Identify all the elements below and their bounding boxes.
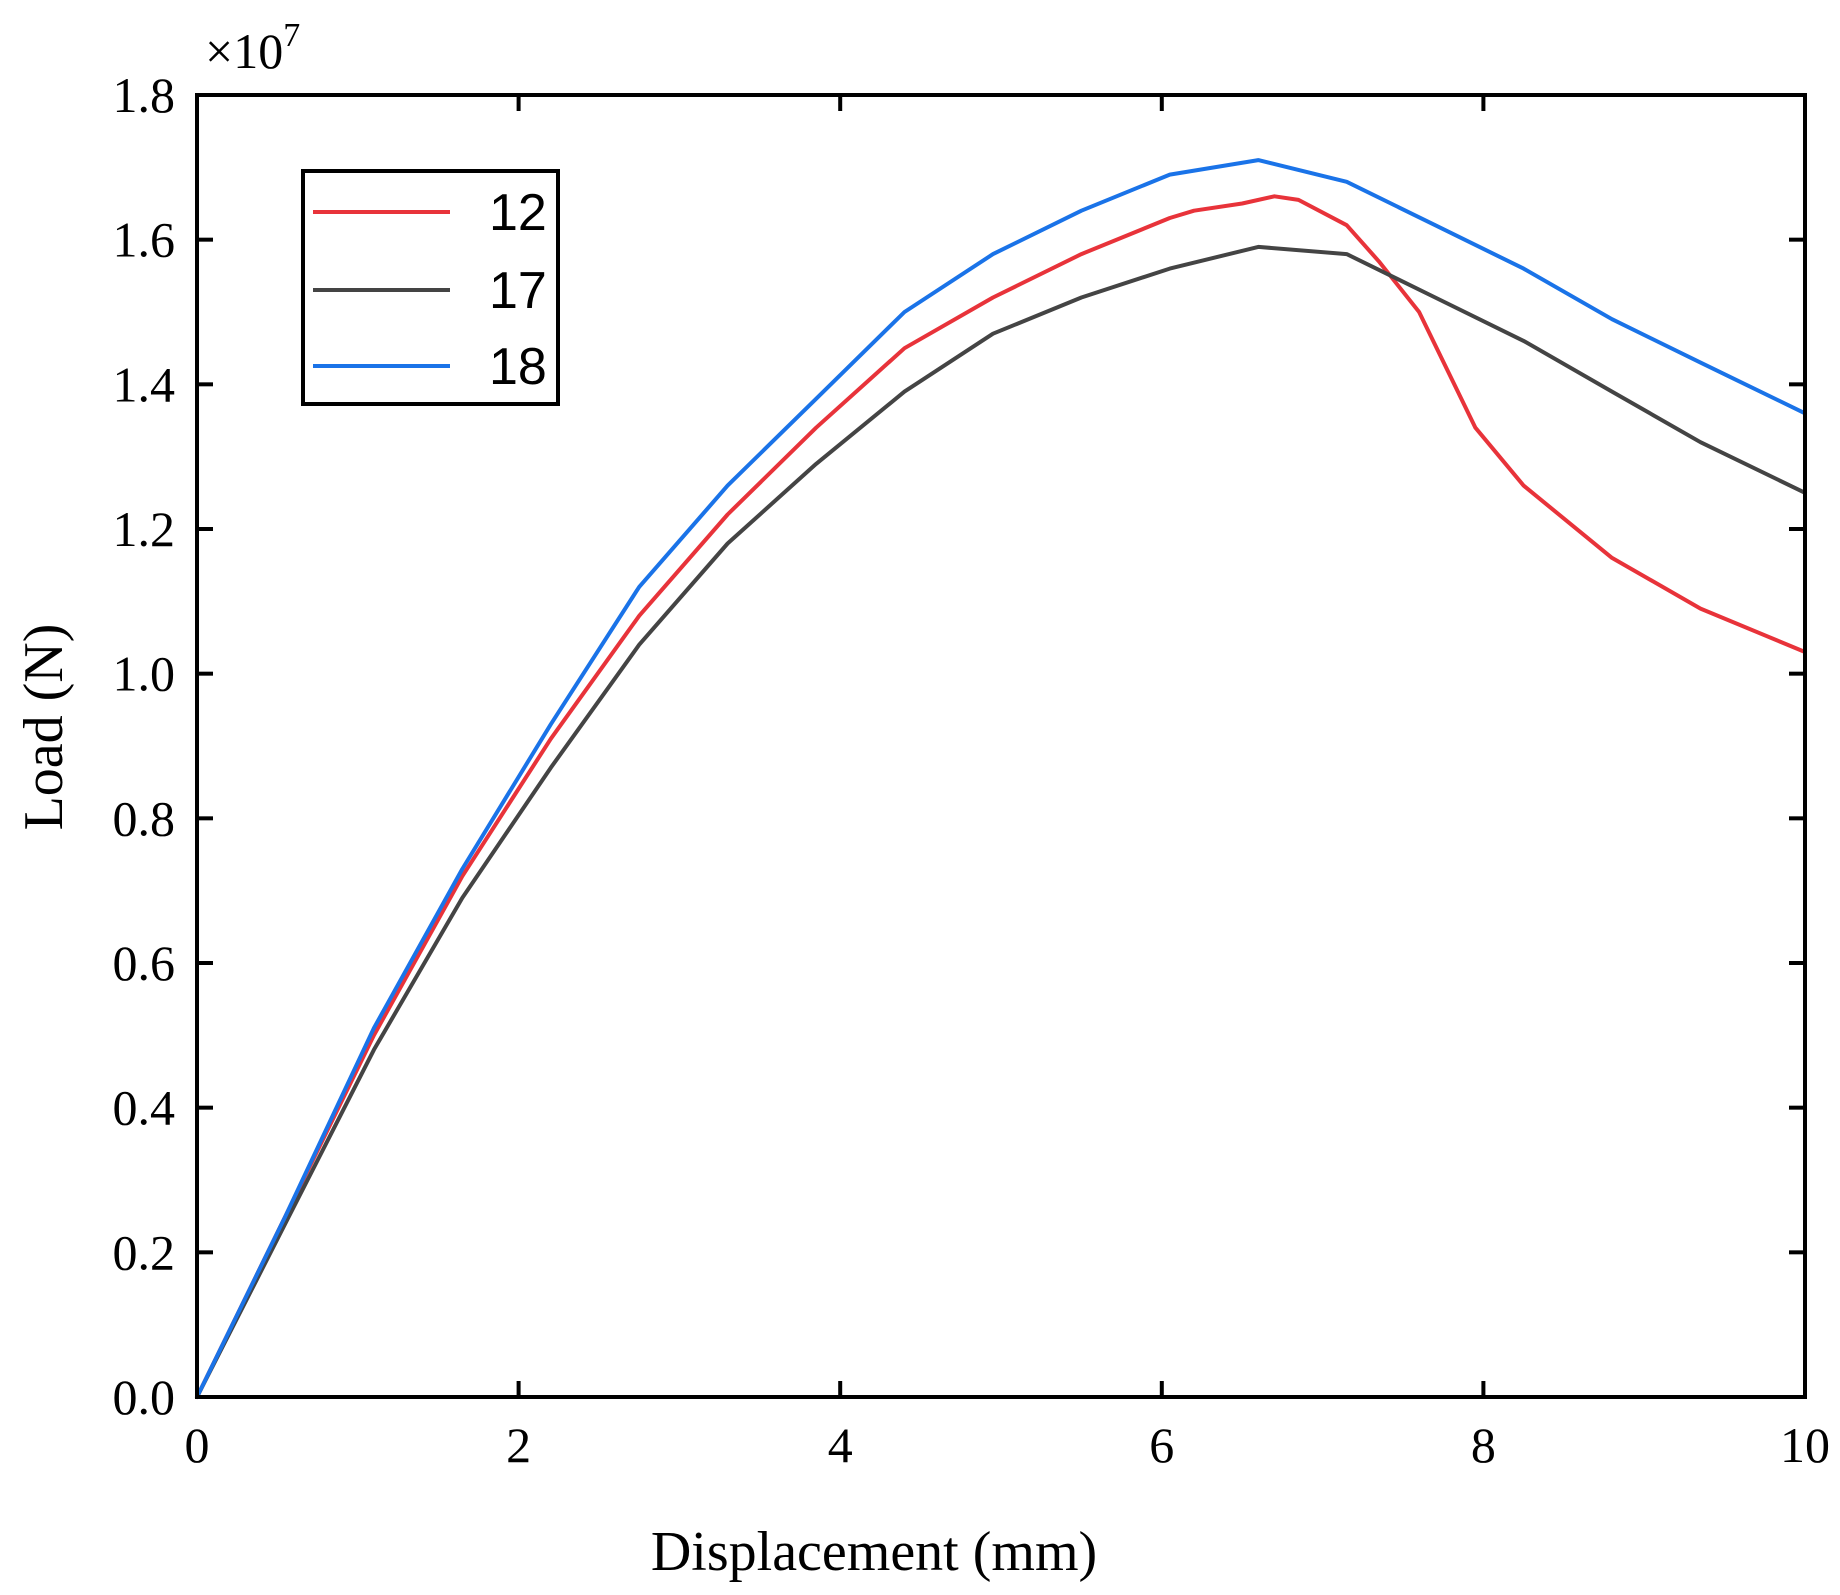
plot-frame (195, 93, 1807, 1399)
y-tick-label: 0.6 (113, 935, 176, 991)
x-tick-label: 8 (1471, 1417, 1496, 1473)
y-tick-label: 1.6 (113, 212, 176, 268)
y-tick-label: 0.0 (113, 1369, 176, 1425)
y-tick-label: 1.0 (113, 646, 176, 702)
y-axis-title: Load (N) (13, 624, 75, 831)
y-tick-label: 1.8 (113, 67, 176, 123)
y-tick-label: 1.2 (113, 501, 176, 557)
legend-label-12: 12 (489, 184, 547, 242)
legend-label-18: 18 (489, 338, 547, 396)
y-multiplier-exponent: 7 (283, 17, 300, 54)
y-tick-label: 0.4 (113, 1080, 176, 1136)
series-line-12 (195, 194, 1807, 1399)
ticks-layer: 0 2 4 6 8 10 0.0 0.2 0.4 0.6 0.8 1.0 1.2 1.4 1.6 1.8 (113, 67, 1831, 1473)
legend-label-17: 17 (489, 262, 547, 320)
x-tick-label: 10 (1780, 1417, 1830, 1473)
y-multiplier-base: ×10 (205, 23, 283, 79)
legend: 12 17 18 (301, 169, 560, 406)
x-tick-label: 2 (506, 1417, 531, 1473)
x-axis-title: Displacement (mm) (651, 1521, 1097, 1583)
x-tick-label: 4 (828, 1417, 853, 1473)
y-tick-label: 0.2 (113, 1224, 176, 1280)
x-tick-label: 6 (1149, 1417, 1174, 1473)
series-line-18 (195, 158, 1807, 1399)
y-tick-label: 1.4 (113, 356, 176, 412)
x-tick-label: 0 (185, 1417, 210, 1473)
y-tick-label: 0.8 (113, 790, 176, 846)
series-line-17 (195, 244, 1807, 1399)
series-layer (195, 158, 1807, 1399)
y-axis-multiplier: ×107 (205, 17, 300, 79)
